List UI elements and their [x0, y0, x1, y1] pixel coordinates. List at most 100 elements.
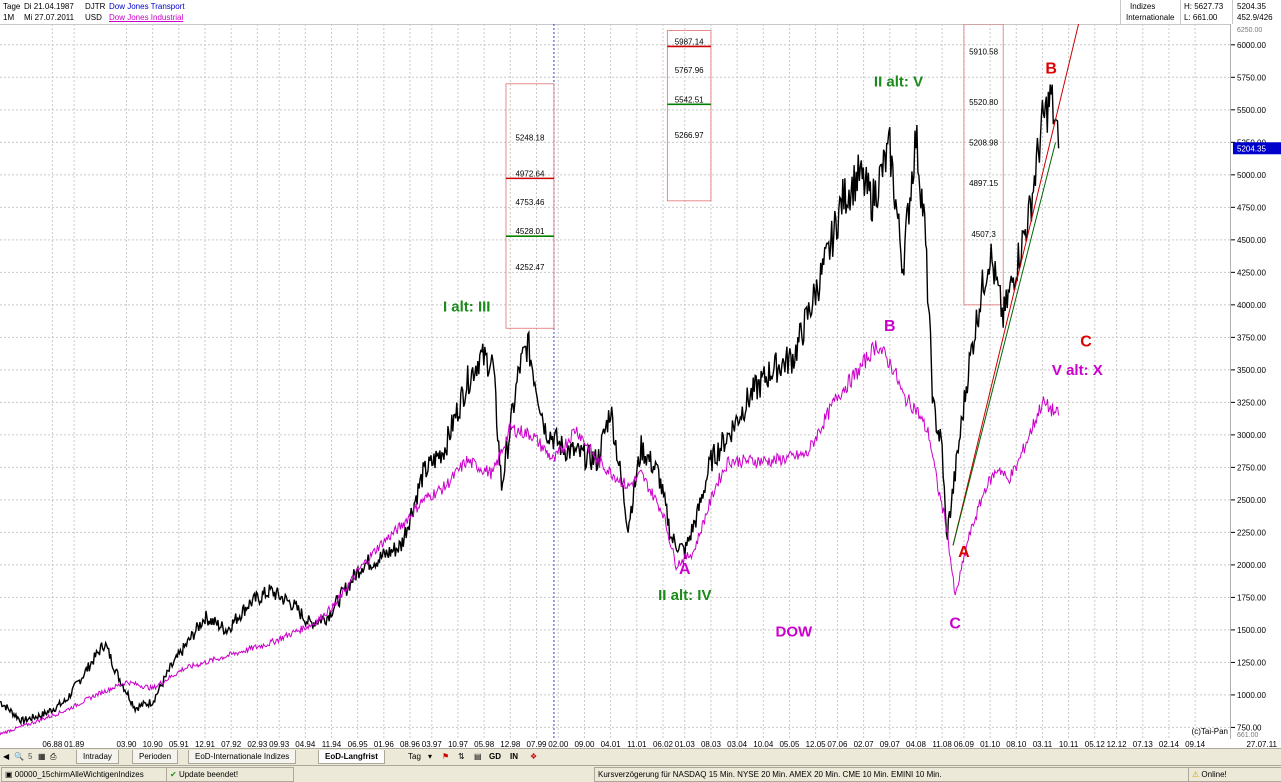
- wave-label: II alt: IV: [658, 587, 711, 604]
- palette-icon[interactable]: ❖: [530, 752, 538, 761]
- chart-grid: [0, 24, 1230, 739]
- x-tick-label: 04.94: [295, 740, 316, 748]
- fib-boxes: 5248.18 4972.64 4753.46 4528.01 4252.47 5987.…: [505, 24, 1004, 329]
- x-tick-label: 10.11: [1059, 740, 1079, 748]
- wave-annotations: I alt: III II alt: IV A DOW II alt: V B A C B C V …: [443, 60, 1103, 640]
- wave-label: C: [949, 616, 961, 633]
- y-tick-label: 1750.00: [1237, 593, 1266, 602]
- y-bottom-label: 661.00: [1237, 732, 1259, 739]
- x-tick-label: 08.03: [701, 740, 722, 748]
- moving-average-button[interactable]: GD: [489, 752, 501, 761]
- x-tick-label: 12.12: [1107, 740, 1128, 748]
- x-tick-label: 07.99: [526, 740, 547, 748]
- header-separator: [1232, 0, 1233, 24]
- zoom-level: 5: [28, 752, 33, 761]
- x-tick-label: 10.04: [753, 740, 774, 748]
- y-tick-label: 2250.00: [1237, 528, 1266, 537]
- header-separator: [1120, 0, 1121, 24]
- fib-level-label: 5542.51: [675, 95, 704, 104]
- header-symbol-1: DJTR: [85, 2, 106, 11]
- tab-bar: ◀ 🔍 5 ▦ ⎙ Intraday Perioden EoD-Internatio…: [0, 748, 1281, 765]
- online-status: ⚠ Online!: [1188, 767, 1281, 782]
- workspace-name: ▣ 00000_15chirmAlleWichtigenIndizes: [1, 767, 167, 782]
- y-tick-label: 1500.00: [1237, 626, 1266, 635]
- header-currency: USD: [85, 13, 102, 22]
- period-select[interactable]: Tag: [408, 752, 421, 761]
- grid-icon[interactable]: ▦: [38, 752, 46, 761]
- header-high: H: 5627.73: [1184, 2, 1224, 11]
- y-tick-label: 4750.00: [1237, 203, 1266, 212]
- chart-series: [0, 84, 1060, 736]
- y-tick-label: 3750.00: [1237, 333, 1266, 342]
- flag-icon[interactable]: ⚑: [442, 752, 450, 761]
- workspace-label: 00000_15chirmAlleWichtigenIndizes: [14, 770, 144, 779]
- y-tick-label: 2500.00: [1237, 496, 1266, 505]
- y-tick-label: 3250.00: [1237, 398, 1266, 407]
- fib-level-label: 4507.3: [971, 230, 996, 239]
- indicator-button[interactable]: IN: [510, 752, 518, 761]
- fib-level-label: 5208.98: [969, 139, 998, 148]
- trendlines: [952, 24, 1080, 546]
- x-tick-label: 01.89: [64, 740, 85, 748]
- x-tick-label: 04.08: [906, 740, 927, 748]
- online-label: Online!: [1201, 770, 1227, 779]
- x-tick-label: 02.00: [548, 740, 569, 748]
- fib-level-label: 4972.64: [515, 169, 544, 178]
- x-tick-label: 10.97: [448, 740, 469, 748]
- y-tick-label: 4500.00: [1237, 236, 1266, 245]
- trendline: [952, 24, 1080, 546]
- x-tick-label: 09.07: [880, 740, 901, 748]
- y-tick-label: 5500.00: [1237, 106, 1266, 115]
- x-tick-label: 03.97: [422, 740, 443, 748]
- header-mode-2: 1M: [3, 13, 15, 22]
- header-group-1: Indizes: [1130, 2, 1156, 11]
- y-tick-label: 2750.00: [1237, 463, 1266, 472]
- period-dropdown-icon[interactable]: ▾: [428, 752, 433, 761]
- wave-label: B: [884, 318, 896, 335]
- fib-level-label: 5248.18: [515, 134, 544, 143]
- x-tick-label: 05.98: [474, 740, 495, 748]
- fib-level-label: 4753.46: [515, 198, 544, 207]
- x-tick-label: 11.94: [322, 740, 342, 748]
- candles-icon[interactable]: ⇅: [458, 752, 465, 761]
- fib-level-label: 5266.97: [675, 131, 704, 140]
- update-status: ✔ Update beendet!: [166, 767, 294, 782]
- x-tick-label: 02.07: [854, 740, 875, 748]
- wave-label: II alt: V: [874, 73, 923, 90]
- series-transport-line: [0, 84, 1060, 726]
- fib-level-label: 4252.47: [515, 263, 544, 272]
- tab-perioden[interactable]: Perioden: [132, 750, 179, 764]
- x-tick-label: 09.14: [1185, 740, 1206, 748]
- x-tick-label: 05.12: [1085, 740, 1106, 748]
- zoom-icon[interactable]: 🔍: [14, 752, 24, 761]
- fib-box: [505, 83, 555, 329]
- tab-eod-langfrist[interactable]: EoD-Langfrist: [318, 750, 385, 764]
- fib-box: [963, 24, 1004, 306]
- legend-industrial[interactable]: Dow Jones Industrial: [109, 13, 184, 22]
- x-axis[interactable]: 06.88 01.89 03.90 10.90 05.91 12.91 07.92 02.93…: [0, 739, 1281, 748]
- scroll-left-icon[interactable]: ◀: [3, 752, 10, 761]
- y-axis[interactable]: 750.00 1000.00 1250.00 1500.00 1750.00 2000.0…: [1230, 24, 1281, 739]
- chart-plot-area[interactable]: 5248.18 4972.64 4753.46 4528.01 4252.47 5987.…: [0, 24, 1230, 739]
- wave-label: A: [958, 544, 970, 561]
- x-tick-label: 07.06: [827, 740, 848, 748]
- update-label: Update beendet!: [178, 770, 239, 779]
- header-group-2: Internationale: [1126, 13, 1175, 22]
- check-icon: ✔: [170, 770, 179, 779]
- y-tick-label: 4250.00: [1237, 268, 1266, 277]
- fib-level-label: 4528.01: [515, 227, 544, 236]
- legend-transport[interactable]: Dow Jones Transport: [109, 2, 185, 11]
- y-tick-label: 6000.00: [1237, 41, 1266, 50]
- y-tick-label: 3500.00: [1237, 366, 1266, 375]
- chart-type-icon[interactable]: ▤: [474, 752, 482, 761]
- x-tick-label: 09.00: [574, 740, 595, 748]
- tab-intraday[interactable]: Intraday: [76, 750, 119, 764]
- tab-eod-internationale-indizes[interactable]: EoD-Internationale Indizes: [188, 750, 297, 764]
- x-tick-label: 06.88: [42, 740, 63, 748]
- print-icon[interactable]: ⎙: [50, 752, 57, 761]
- x-tick-label: 06.09: [954, 740, 975, 748]
- x-tick-label: 11.08: [932, 740, 952, 748]
- x-tick-label: 07.13: [1133, 740, 1154, 748]
- x-tick-label: 03.90: [116, 740, 137, 748]
- fib-level-label: 5520.80: [969, 98, 998, 107]
